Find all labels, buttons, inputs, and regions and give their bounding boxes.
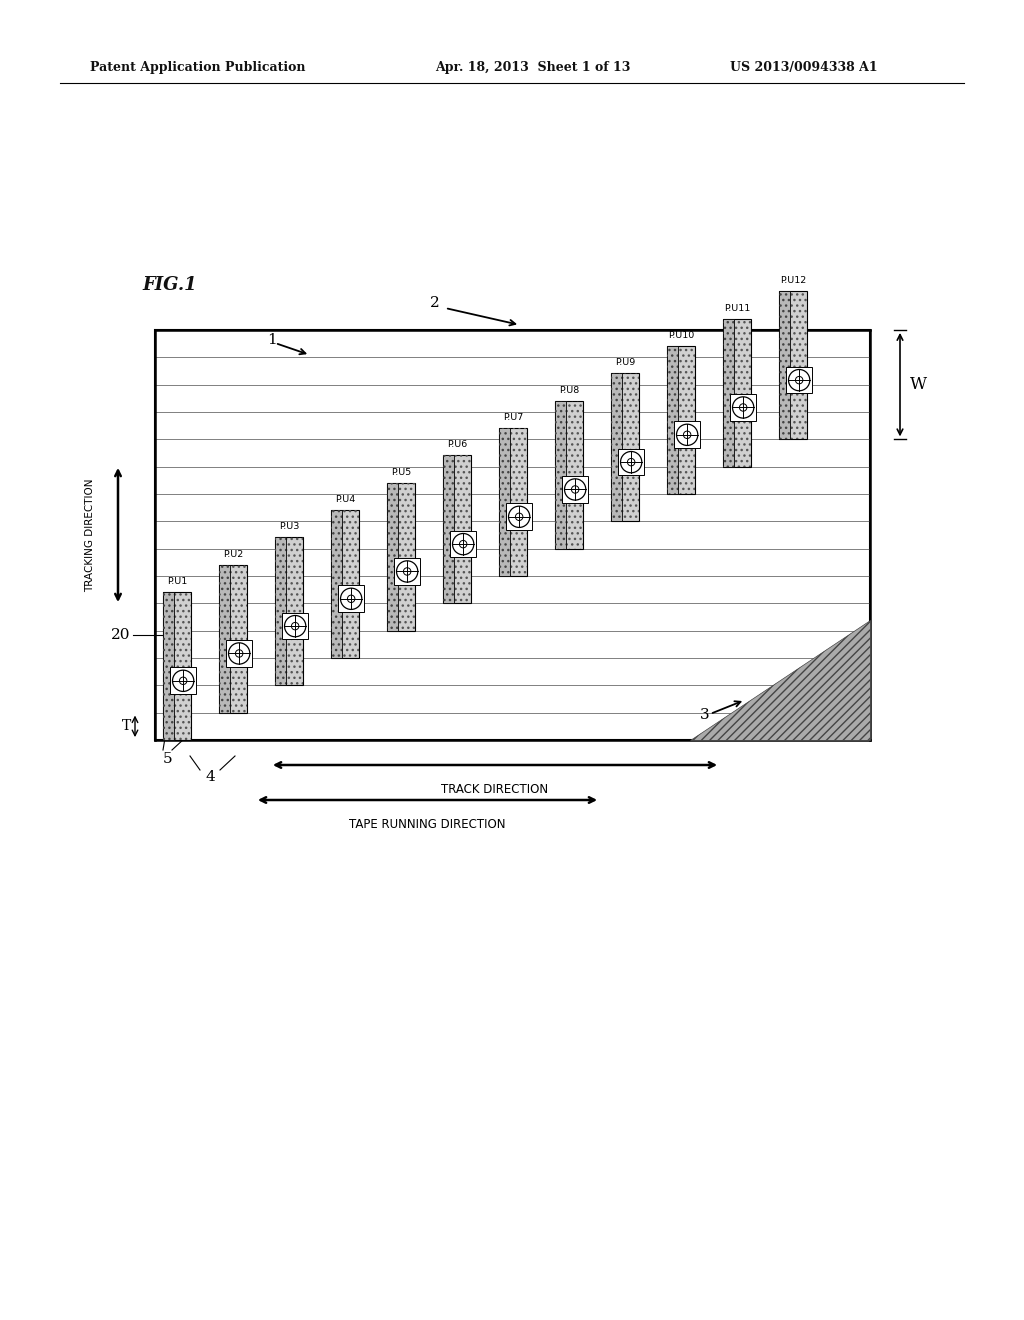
Bar bbox=[499, 428, 510, 576]
Text: 3: 3 bbox=[700, 708, 710, 722]
Bar bbox=[219, 565, 229, 713]
Polygon shape bbox=[690, 620, 870, 741]
Bar bbox=[275, 537, 303, 685]
Bar bbox=[611, 374, 639, 521]
Bar bbox=[170, 668, 197, 694]
Text: P.U6: P.U6 bbox=[446, 441, 467, 449]
Bar bbox=[394, 558, 421, 585]
Text: P.U4: P.U4 bbox=[335, 495, 355, 504]
Bar bbox=[555, 401, 583, 549]
Bar bbox=[611, 374, 622, 521]
Bar bbox=[617, 449, 644, 475]
Bar bbox=[331, 510, 342, 657]
Bar bbox=[730, 395, 757, 421]
Bar bbox=[155, 330, 870, 741]
Bar bbox=[163, 591, 191, 741]
Bar bbox=[611, 374, 622, 521]
Bar bbox=[499, 428, 527, 576]
Bar bbox=[226, 640, 253, 667]
Text: T: T bbox=[122, 719, 131, 734]
Text: 2: 2 bbox=[430, 296, 439, 310]
Bar bbox=[331, 510, 359, 657]
Bar bbox=[499, 428, 510, 576]
Bar bbox=[219, 565, 247, 713]
Bar bbox=[499, 428, 527, 576]
Bar bbox=[555, 401, 565, 549]
Bar bbox=[674, 421, 700, 447]
Bar bbox=[163, 591, 174, 741]
Bar bbox=[219, 565, 229, 713]
Bar bbox=[723, 318, 733, 467]
Bar bbox=[387, 483, 397, 631]
Text: P.U1: P.U1 bbox=[167, 577, 187, 586]
Bar bbox=[667, 346, 678, 494]
Text: 5: 5 bbox=[163, 752, 173, 766]
Bar bbox=[443, 455, 454, 603]
Text: P.U10: P.U10 bbox=[668, 331, 694, 341]
Text: Apr. 18, 2013  Sheet 1 of 13: Apr. 18, 2013 Sheet 1 of 13 bbox=[435, 62, 631, 74]
Text: P.U12: P.U12 bbox=[780, 276, 806, 285]
Bar bbox=[331, 510, 342, 657]
Bar bbox=[667, 346, 678, 494]
Bar bbox=[779, 292, 807, 440]
Bar bbox=[219, 565, 247, 713]
Bar bbox=[506, 503, 532, 531]
Text: P.U9: P.U9 bbox=[614, 358, 635, 367]
Bar bbox=[331, 510, 359, 657]
Bar bbox=[163, 591, 174, 741]
Bar bbox=[723, 318, 733, 467]
Text: TAPE RUNNING DIRECTION: TAPE RUNNING DIRECTION bbox=[349, 818, 505, 832]
Bar bbox=[275, 537, 286, 685]
Text: US 2013/0094338 A1: US 2013/0094338 A1 bbox=[730, 62, 878, 74]
Text: W: W bbox=[910, 376, 927, 393]
Bar bbox=[723, 318, 751, 467]
Text: 20: 20 bbox=[111, 628, 130, 642]
Bar bbox=[338, 586, 365, 612]
Text: P.U2: P.U2 bbox=[223, 549, 243, 558]
Text: 4: 4 bbox=[205, 770, 215, 784]
Bar bbox=[387, 483, 415, 631]
Bar bbox=[667, 346, 695, 494]
Text: TRACKING DIRECTION: TRACKING DIRECTION bbox=[85, 478, 95, 591]
Text: TRACK DIRECTION: TRACK DIRECTION bbox=[441, 783, 549, 796]
Bar bbox=[779, 292, 790, 440]
Bar bbox=[779, 292, 807, 440]
Bar bbox=[275, 537, 303, 685]
Bar bbox=[275, 537, 286, 685]
Bar bbox=[667, 346, 695, 494]
Bar bbox=[387, 483, 415, 631]
Bar bbox=[443, 455, 454, 603]
Bar bbox=[387, 483, 397, 631]
Text: Patent Application Publication: Patent Application Publication bbox=[90, 62, 305, 74]
Bar bbox=[282, 612, 308, 639]
Bar bbox=[611, 374, 639, 521]
Bar bbox=[723, 318, 751, 467]
Bar bbox=[450, 531, 476, 557]
Text: P.U11: P.U11 bbox=[724, 304, 751, 313]
Bar bbox=[562, 477, 589, 503]
Bar bbox=[779, 292, 790, 440]
Bar bbox=[443, 455, 471, 603]
Bar bbox=[785, 367, 812, 393]
Bar bbox=[555, 401, 583, 549]
Bar bbox=[443, 455, 471, 603]
Text: P.U3: P.U3 bbox=[279, 523, 299, 532]
Text: P.U8: P.U8 bbox=[559, 385, 580, 395]
Text: FIG.1: FIG.1 bbox=[142, 276, 197, 294]
Bar bbox=[163, 591, 191, 741]
Text: P.U7: P.U7 bbox=[503, 413, 523, 422]
Text: 1: 1 bbox=[267, 333, 276, 347]
Text: P.U5: P.U5 bbox=[391, 467, 411, 477]
Bar bbox=[555, 401, 565, 549]
